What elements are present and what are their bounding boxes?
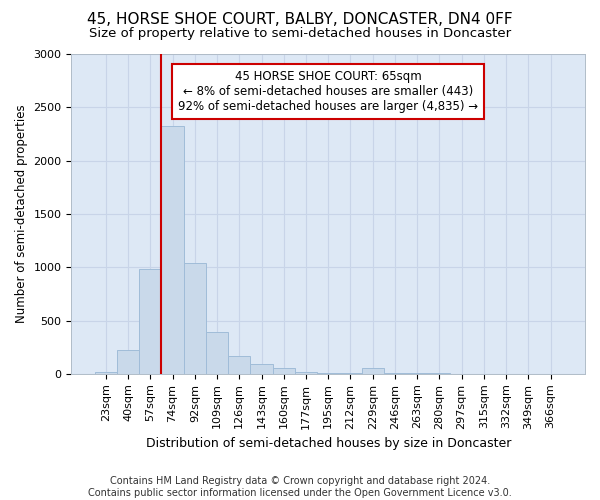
Bar [139, 270, 161, 374]
Bar [317, 373, 340, 374]
Bar [340, 373, 362, 374]
Bar [95, 372, 117, 374]
Y-axis label: Number of semi-detached properties: Number of semi-detached properties [15, 104, 28, 323]
Bar [206, 332, 228, 374]
Bar [161, 126, 184, 374]
Bar [295, 372, 317, 374]
Bar [250, 364, 272, 374]
Text: Size of property relative to semi-detached houses in Doncaster: Size of property relative to semi-detach… [89, 28, 511, 40]
Bar [362, 368, 384, 374]
Bar [184, 263, 206, 374]
Text: 45, HORSE SHOE COURT, BALBY, DONCASTER, DN4 0FF: 45, HORSE SHOE COURT, BALBY, DONCASTER, … [87, 12, 513, 28]
Bar [117, 350, 139, 374]
Text: 45 HORSE SHOE COURT: 65sqm
← 8% of semi-detached houses are smaller (443)
92% of: 45 HORSE SHOE COURT: 65sqm ← 8% of semi-… [178, 70, 478, 113]
Bar [228, 356, 250, 374]
X-axis label: Distribution of semi-detached houses by size in Doncaster: Distribution of semi-detached houses by … [146, 437, 511, 450]
Bar [272, 368, 295, 374]
Text: Contains HM Land Registry data © Crown copyright and database right 2024.
Contai: Contains HM Land Registry data © Crown c… [88, 476, 512, 498]
